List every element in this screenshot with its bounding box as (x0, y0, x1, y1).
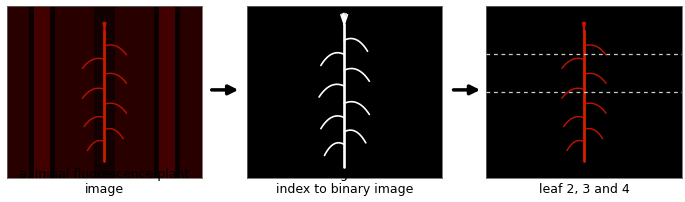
Bar (34, 6, 50, 178)
Bar (94, 6, 115, 178)
Text: c. Extraction of the area with
leaf 2, 3 and 4: c. Extraction of the area with leaf 2, 3… (493, 168, 675, 196)
Bar (29, 6, 55, 178)
Bar (159, 6, 175, 178)
Text: a. Initial fluorescence plant
image: a. Initial fluorescence plant image (19, 168, 190, 196)
Text: b. Thresholding with the color
index to binary image: b. Thresholding with the color index to … (251, 168, 438, 196)
Bar (154, 6, 179, 178)
